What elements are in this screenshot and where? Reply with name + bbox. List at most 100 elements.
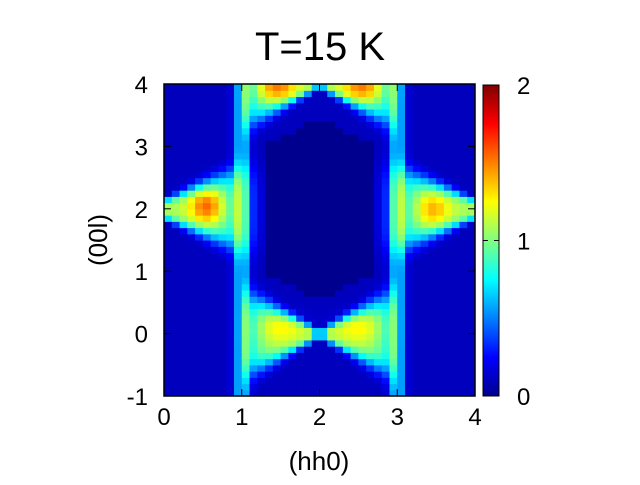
heat-cell bbox=[389, 96, 398, 104]
heat-cell bbox=[350, 339, 359, 347]
heat-cell bbox=[226, 121, 235, 129]
heat-cell bbox=[171, 377, 181, 385]
heat-cell bbox=[311, 364, 321, 372]
heat-cell bbox=[358, 96, 367, 104]
heat-cell bbox=[280, 296, 290, 303]
heat-cell bbox=[451, 115, 461, 123]
heat-cell bbox=[272, 327, 282, 335]
heat-cell bbox=[436, 246, 445, 254]
heat-cell bbox=[280, 227, 290, 235]
heat-cell bbox=[467, 177, 475, 185]
heat-cell bbox=[195, 102, 204, 110]
heat-cell bbox=[467, 289, 475, 297]
heat-cell bbox=[272, 227, 282, 235]
heat-cell bbox=[412, 152, 422, 160]
heat-cell bbox=[358, 221, 367, 229]
x-tick-label: 3 bbox=[391, 404, 404, 431]
heat-cell bbox=[218, 84, 227, 91]
heat-cell bbox=[373, 314, 383, 322]
heat-cell bbox=[459, 165, 468, 172]
heat-cell bbox=[164, 277, 173, 285]
heat-cell bbox=[381, 389, 391, 396]
heat-cell bbox=[373, 115, 383, 123]
heat-cell bbox=[195, 321, 204, 328]
heat-cell bbox=[451, 183, 461, 191]
heat-cell bbox=[327, 333, 336, 341]
heat-cell bbox=[412, 314, 422, 322]
heat-cell bbox=[389, 196, 398, 204]
heat-cell bbox=[202, 171, 212, 179]
heat-cell bbox=[218, 246, 227, 254]
heat-cell bbox=[397, 339, 406, 347]
heat-cell bbox=[451, 108, 461, 116]
heat-cell bbox=[218, 240, 227, 247]
heat-cell bbox=[443, 158, 453, 166]
heat-cell bbox=[358, 240, 367, 247]
heat-cell bbox=[381, 289, 391, 297]
heat-cell bbox=[187, 127, 196, 135]
heat-cell bbox=[350, 296, 359, 303]
heat-cell bbox=[202, 389, 212, 396]
heat-cell bbox=[272, 208, 282, 216]
heat-cell bbox=[202, 133, 212, 141]
heat-cell bbox=[233, 271, 243, 279]
heat-cell bbox=[459, 283, 468, 291]
heat-cell bbox=[335, 358, 344, 366]
heat-cell bbox=[342, 389, 352, 396]
heat-cell bbox=[397, 233, 406, 241]
heat-cell bbox=[428, 302, 437, 310]
heat-cell bbox=[366, 177, 375, 185]
heat-cell bbox=[366, 371, 375, 378]
heat-cell bbox=[218, 90, 227, 98]
heat-cell bbox=[171, 165, 181, 172]
heat-cell bbox=[202, 383, 212, 391]
heat-cell bbox=[280, 314, 290, 322]
heat-cell bbox=[226, 196, 235, 204]
heat-cell bbox=[342, 133, 352, 141]
heat-cell bbox=[233, 314, 243, 322]
heat-cell bbox=[412, 96, 422, 104]
heat-cell bbox=[420, 283, 429, 291]
heat-cell bbox=[350, 371, 359, 378]
heat-cell bbox=[451, 208, 461, 216]
heat-cell bbox=[265, 389, 274, 396]
heat-cell bbox=[420, 133, 429, 141]
heat-cell bbox=[164, 389, 173, 396]
heat-cell bbox=[187, 289, 196, 297]
heat-cell bbox=[257, 264, 266, 272]
heat-cell bbox=[226, 371, 235, 378]
heat-cell bbox=[195, 258, 204, 266]
heat-cell bbox=[210, 240, 220, 247]
heat-cell bbox=[226, 208, 235, 216]
heat-cell bbox=[335, 333, 344, 341]
heat-cell bbox=[257, 171, 266, 179]
heat-cell bbox=[280, 102, 290, 110]
heat-cell bbox=[342, 152, 352, 160]
heat-cell bbox=[249, 115, 258, 123]
heat-cell bbox=[389, 389, 398, 396]
heat-cell bbox=[226, 389, 235, 396]
heat-cell bbox=[319, 152, 328, 160]
heat-cell bbox=[420, 377, 429, 385]
heat-cell bbox=[303, 115, 313, 123]
heat-cell bbox=[210, 115, 220, 123]
heat-cell bbox=[210, 252, 220, 260]
heat-cell bbox=[319, 377, 328, 385]
heat-cell bbox=[311, 90, 321, 98]
heat-cell bbox=[249, 233, 258, 241]
heat-cell bbox=[373, 240, 383, 247]
heat-cell bbox=[451, 339, 461, 347]
heat-cell bbox=[397, 358, 406, 366]
heat-cell bbox=[272, 333, 282, 341]
heat-cell bbox=[451, 389, 461, 396]
heat-cell bbox=[164, 165, 173, 172]
heat-cell bbox=[342, 283, 352, 291]
heat-cell bbox=[373, 339, 383, 347]
heat-cell bbox=[164, 152, 173, 160]
heat-cell bbox=[467, 171, 475, 179]
heat-cell bbox=[257, 102, 266, 110]
heat-cell bbox=[443, 389, 453, 396]
heat-cell bbox=[195, 296, 204, 303]
heat-cell bbox=[303, 321, 313, 328]
heat-cell bbox=[405, 258, 414, 266]
